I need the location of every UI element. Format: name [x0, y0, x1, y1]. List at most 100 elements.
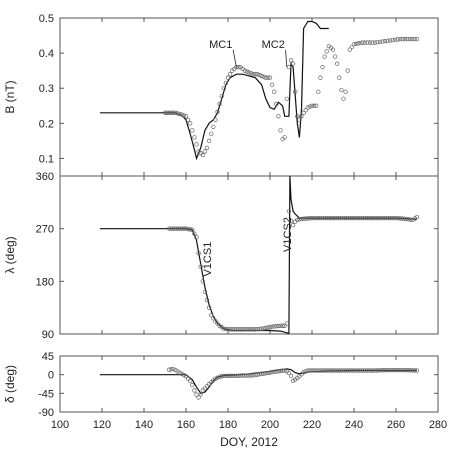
- data-point: [324, 215, 329, 221]
- data-point: [402, 367, 407, 373]
- data-point: [198, 392, 203, 397]
- x-tick-label: 140: [135, 419, 153, 431]
- data-point: [382, 39, 388, 44]
- data-point: [265, 325, 271, 330]
- data-point: [353, 368, 359, 373]
- data-point: [232, 327, 237, 332]
- data-point: [181, 226, 187, 231]
- plot-area: [99, 20, 420, 161]
- data-point: [192, 135, 197, 140]
- data-point: [379, 368, 384, 373]
- data-point: [190, 227, 195, 232]
- data-point: [408, 368, 413, 373]
- data-point: [343, 368, 348, 373]
- data-point: [181, 372, 187, 378]
- data-point: [257, 326, 262, 332]
- data-point: [395, 37, 400, 42]
- data-point: [320, 215, 325, 221]
- data-point: [183, 374, 189, 379]
- data-point: [251, 327, 256, 332]
- data-point: [257, 72, 262, 78]
- data-point: [196, 395, 201, 400]
- data-point: [408, 217, 413, 222]
- data-point: [318, 75, 323, 80]
- data-point: [274, 324, 279, 329]
- y-tick-label: -45: [38, 388, 54, 400]
- data-point: [183, 114, 189, 119]
- data-point: [253, 327, 258, 332]
- y-axis-label: λ (deg): [3, 236, 17, 273]
- data-point: [305, 216, 310, 221]
- data-point: [225, 326, 231, 332]
- data-point: [316, 89, 321, 94]
- data-point: [263, 371, 268, 376]
- data-point: [322, 368, 327, 373]
- data-point: [213, 376, 218, 381]
- data-point: [288, 373, 294, 379]
- data-point: [276, 114, 281, 119]
- x-tick-label: 200: [261, 419, 279, 431]
- data-point: [395, 367, 401, 373]
- data-point: [390, 37, 395, 43]
- data-point: [175, 111, 180, 116]
- data-point: [375, 40, 380, 45]
- data-point: [171, 366, 176, 372]
- data-point: [173, 110, 178, 115]
- data-point: [251, 72, 256, 77]
- data-point: [345, 368, 350, 373]
- data-point: [179, 371, 184, 376]
- data-point: [274, 101, 279, 107]
- data-point: [335, 215, 340, 221]
- data-point: [322, 215, 327, 221]
- data-point: [404, 367, 409, 373]
- data-point: [368, 368, 373, 373]
- data-point: [206, 138, 212, 144]
- data-point: [339, 368, 344, 373]
- data-point: [372, 40, 378, 45]
- x-tick-label: 180: [219, 419, 237, 431]
- data-point: [356, 215, 361, 221]
- y-tick-label: 270: [36, 224, 54, 236]
- data-point: [192, 388, 197, 393]
- data-point: [330, 368, 336, 373]
- data-point: [328, 215, 334, 221]
- data-point: [341, 96, 346, 101]
- data-point: [219, 93, 224, 99]
- data-point: [234, 373, 239, 379]
- data-point: [215, 321, 220, 326]
- data-point: [259, 326, 264, 331]
- data-point: [330, 215, 336, 221]
- data-point: [240, 373, 245, 378]
- data-point: [236, 373, 241, 378]
- data-point: [407, 36, 412, 42]
- data-point: [282, 135, 287, 140]
- data-point: [276, 323, 281, 329]
- series-line: [99, 20, 329, 161]
- data-point: [335, 61, 340, 66]
- data-point: [286, 65, 292, 70]
- data-point: [412, 368, 418, 373]
- data-point: [307, 104, 313, 109]
- data-point: [280, 368, 285, 373]
- y-tick-label: 0.1: [39, 153, 54, 165]
- data-point: [339, 215, 344, 221]
- data-point: [400, 216, 405, 221]
- data-point: [265, 370, 271, 376]
- data-point: [293, 89, 298, 94]
- data-point: [261, 371, 266, 376]
- data-point: [215, 109, 220, 115]
- data-point: [335, 368, 340, 373]
- data-point: [234, 327, 239, 332]
- data-point: [309, 215, 315, 221]
- data-point: [391, 215, 397, 221]
- data-point: [244, 373, 250, 378]
- data-point: [311, 103, 317, 108]
- data-point: [356, 368, 361, 373]
- data-point: [353, 41, 359, 47]
- data-point: [248, 71, 254, 76]
- data-point: [381, 215, 386, 221]
- data-point: [219, 374, 224, 379]
- data-point: [200, 279, 205, 284]
- data-point: [366, 215, 371, 221]
